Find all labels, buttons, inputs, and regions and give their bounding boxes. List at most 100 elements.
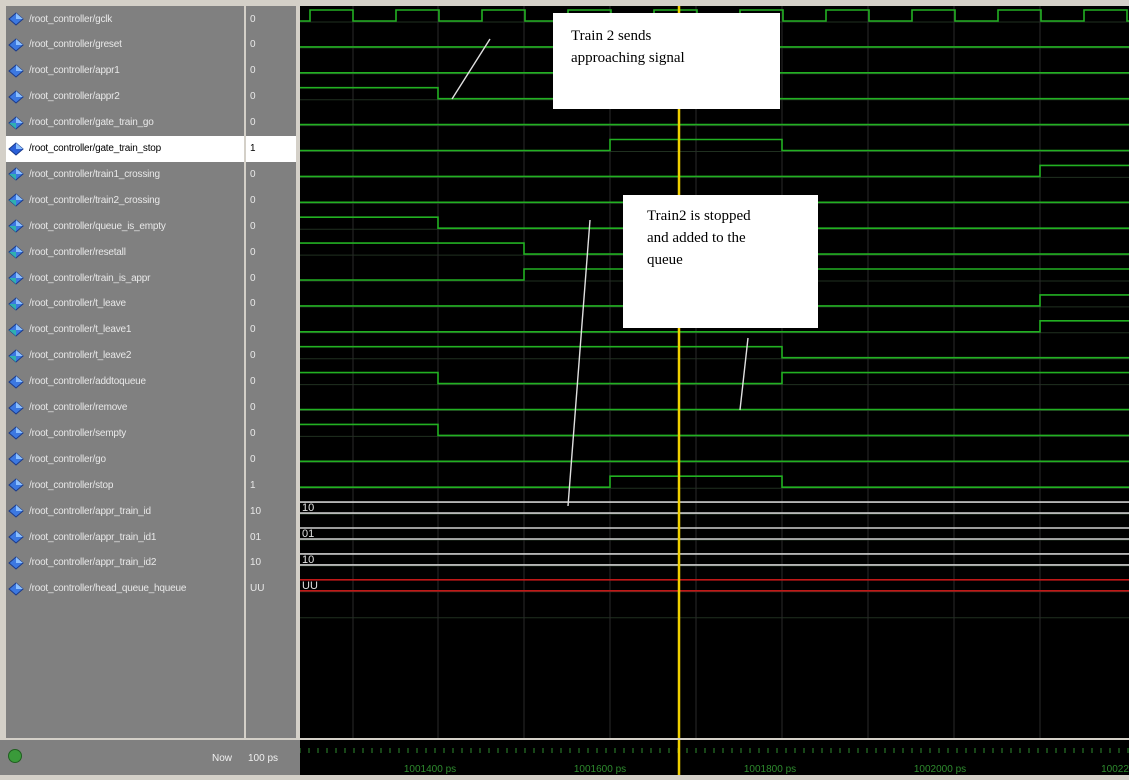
signal-value-row[interactable]: UU (246, 576, 296, 602)
signal-value-row[interactable]: 0 (246, 343, 296, 369)
now-cursor-icon[interactable] (8, 749, 22, 763)
signal-value: 0 (250, 65, 256, 77)
signal-icon (8, 374, 24, 389)
signal-value-pane: 0 0 0 0 0 1 0 0 0 0 0 0 0 0 0 0 0 0 1 10 01 10 UU (246, 6, 296, 738)
signal-value-row[interactable]: 0 (246, 291, 296, 317)
signal-value: 01 (250, 531, 262, 543)
bus-value-label: 10 (302, 554, 314, 566)
signal-value: 0 (250, 427, 256, 439)
waveform-pane[interactable]: 10 01 10 UU (300, 6, 1129, 738)
signal-name-row[interactable]: /root_controller/resetall (6, 239, 244, 265)
signal-value: 10 (250, 505, 262, 517)
now-value: 100 ps (248, 753, 279, 764)
signal-name-row[interactable]: /root_controller/addtoqueue (6, 369, 244, 395)
signal-name-row[interactable]: /root_controller/t_leave (6, 291, 244, 317)
signal-name: /root_controller/train1_crossing (29, 168, 160, 180)
signal-icon (8, 426, 24, 441)
bus-signal-icon (8, 582, 24, 596)
signal-value: 0 (250, 376, 256, 388)
signal-value: 0 (250, 350, 256, 362)
wave-appr2 (300, 86, 1129, 100)
signal-value-row[interactable]: 0 (246, 265, 296, 291)
signal-name-row[interactable]: /root_controller/appr_train_id2 (6, 550, 244, 576)
signal-value-row[interactable]: 0 (246, 84, 296, 110)
signal-name: /root_controller/go (29, 453, 106, 465)
signal-value: 0 (250, 168, 256, 180)
signal-name-row[interactable]: /root_controller/appr_train_id1 (6, 524, 244, 550)
signal-name: /root_controller/t_leave (29, 298, 126, 310)
signal-value: 0 (250, 246, 256, 258)
signal-name: /root_controller/addtoqueue (29, 376, 146, 388)
signal-value-row[interactable]: 0 (246, 6, 296, 32)
signal-name-row[interactable]: /root_controller/train1_crossing (6, 161, 244, 187)
time-axis: 1001400 ps 1001600 ps 1001800 ps 1002000 ps… (299, 740, 1129, 775)
signal-name: /root_controller/appr_train_id (29, 505, 151, 517)
signal-value-row[interactable]: 0 (246, 32, 296, 58)
signal-value-row[interactable]: 1 (246, 472, 296, 498)
waveform-canvas[interactable]: 10 01 10 UU (300, 6, 1129, 738)
signal-name: /root_controller/gate_train_go (29, 117, 154, 129)
callout1-line1: Train 2 sends (571, 28, 652, 44)
signal-name-row[interactable]: /root_controller/t_leave1 (6, 317, 244, 343)
signal-value: 1 (250, 143, 256, 154)
signal-value-row[interactable]: 0 (246, 420, 296, 446)
signal-value-row[interactable]: 0 (246, 369, 296, 395)
signal-name-row[interactable]: /root_controller/remove (6, 395, 244, 421)
callout2-line3: queue (647, 252, 683, 268)
signal-name-row[interactable]: /root_controller/stop (6, 472, 244, 498)
bus-value-label: UU (302, 580, 318, 592)
callout1-line2: approaching signal (571, 50, 685, 66)
signal-icon (8, 219, 24, 233)
signal-name-row[interactable]: /root_controller/gate_train_go (6, 110, 244, 136)
signal-name-row[interactable]: /root_controller/gclk (6, 6, 244, 32)
signal-name-row[interactable]: /root_controller/appr2 (6, 84, 244, 110)
signal-value-row[interactable]: 0 (246, 161, 296, 187)
signal-value: 0 (250, 39, 256, 51)
annotation-approaching-signal: Train 2 sends approaching signal (553, 13, 780, 109)
axis-tick-label: 10022 (1101, 764, 1129, 775)
signal-name-row[interactable]: /root_controller/appr_train_id (6, 498, 244, 524)
signal-name: /root_controller/resetall (29, 246, 126, 258)
signal-name: /root_controller/appr1 (29, 65, 120, 77)
axis-tick-label: 1001800 ps (743, 764, 797, 775)
signal-value-row[interactable]: 01 (246, 524, 296, 550)
now-label: Now (211, 753, 232, 764)
signal-name: /root_controller/gate_train_stop (29, 143, 162, 154)
signal-value-row[interactable]: 10 (246, 498, 296, 524)
signal-name-row[interactable]: /root_controller/greset (6, 32, 244, 58)
signal-icon (8, 38, 24, 52)
signal-value-row[interactable]: 0 (246, 213, 296, 239)
signal-value-row[interactable]: 0 (246, 58, 296, 84)
signal-value-row[interactable]: 0 (246, 446, 296, 472)
signal-name-row[interactable]: /root_controller/appr1 (6, 58, 244, 84)
signal-name-row[interactable]: /root_controller/sempty (6, 420, 244, 446)
signal-name-row[interactable]: /root_controller/gate_train_stop (6, 135, 244, 162)
signal-icon (8, 400, 24, 415)
signal-value-row[interactable]: 10 (246, 550, 296, 576)
signal-icon (8, 478, 24, 492)
signal-value-row[interactable]: 0 (246, 395, 296, 421)
signal-name: /root_controller/t_leave1 (29, 324, 132, 336)
signal-icon (8, 245, 24, 259)
wave-resetall (300, 242, 1129, 255)
signal-value: 0 (250, 272, 256, 284)
signal-value-row[interactable]: 0 (246, 110, 296, 136)
axis-tick-label: 1001600 ps (573, 764, 627, 775)
signal-name-row[interactable]: /root_controller/t_leave2 (6, 343, 244, 369)
signal-name-row[interactable]: /root_controller/go (6, 446, 244, 472)
signal-name-row[interactable]: /root_controller/train2_crossing (6, 187, 244, 213)
signal-value-row[interactable]: 0 (246, 317, 296, 343)
signal-value: 1 (250, 479, 256, 491)
signal-name: /root_controller/appr2 (29, 91, 120, 103)
signal-value-row[interactable]: 1 (246, 135, 296, 162)
signal-value: 0 (250, 117, 256, 129)
signal-name-row[interactable]: /root_controller/queue_is_empty (6, 213, 244, 239)
signal-value: 0 (250, 13, 256, 25)
signal-name: /root_controller/queue_is_empty (29, 220, 166, 232)
signal-value: 0 (250, 91, 256, 103)
signal-value-row[interactable]: 0 (246, 187, 296, 213)
signal-name-row[interactable]: /root_controller/train_is_appr (6, 265, 244, 291)
signal-value-row[interactable]: 0 (246, 239, 296, 265)
signal-name-row[interactable]: /root_controller/head_queue_hqueue (6, 576, 244, 602)
wave-t-leave2 (300, 345, 1129, 359)
